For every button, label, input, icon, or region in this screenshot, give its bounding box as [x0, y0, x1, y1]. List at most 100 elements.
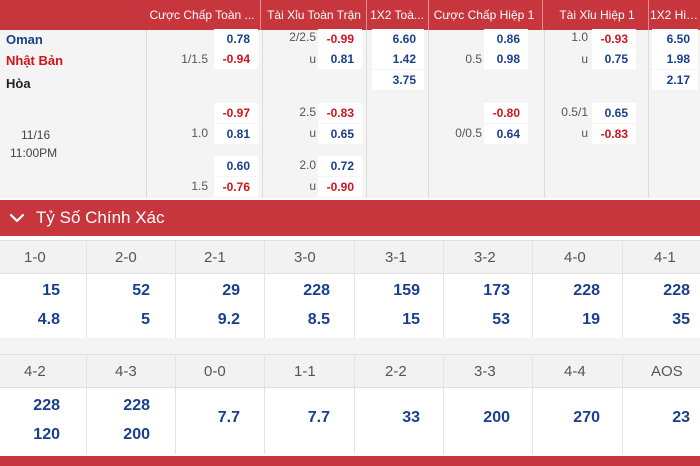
- score-odds-away[interactable]: 4.8: [37, 311, 60, 328]
- col-ft-over-under[interactable]: Tài Xỉu Toàn Trận: [267, 8, 361, 22]
- column-divider: [175, 354, 176, 454]
- h1-ou-line: 1.0: [571, 30, 588, 44]
- score-odds-home[interactable]: 228: [123, 397, 150, 414]
- score-label: 1-1: [294, 363, 316, 380]
- score-label: 3-2: [474, 249, 496, 266]
- col-ft-handicap[interactable]: Cược Chấp Toàn ...: [149, 8, 255, 22]
- column-divider: [428, 30, 429, 198]
- odds-value[interactable]: -0.97: [214, 103, 258, 123]
- score-odds-away[interactable]: 8.5: [307, 311, 330, 328]
- odds-value[interactable]: 0.81: [214, 124, 258, 144]
- ft-ou-line: 2.5: [299, 105, 316, 119]
- col-ft-1x2[interactable]: 1X2 Toà...: [370, 8, 424, 22]
- col-h1-handicap[interactable]: Cược Chấp Hiệp 1: [433, 8, 535, 22]
- column-divider: [532, 240, 533, 340]
- odds-value[interactable]: -0.93: [592, 29, 636, 49]
- score-labels-row: 1-0 2-0 2-1 3-0 3-1 3-2 4-0 4-1: [0, 240, 700, 274]
- score-label: 4-0: [564, 249, 586, 266]
- odds-value[interactable]: -0.90: [318, 177, 362, 197]
- odds-value[interactable]: 0.81: [318, 49, 362, 69]
- odds-value[interactable]: 0.72: [318, 156, 362, 176]
- score-odds-draw[interactable]: 7.7: [307, 409, 330, 426]
- column-divider: [622, 354, 623, 454]
- kickoff-time: 11/16 11:00PM: [10, 126, 57, 162]
- column-divider: [532, 354, 533, 454]
- score-odds-draw[interactable]: 270: [573, 409, 600, 426]
- score-odds-draw[interactable]: 33: [402, 409, 420, 426]
- column-divider: [262, 30, 263, 198]
- ft-hcp-line: 1/1.5: [181, 52, 208, 66]
- correct-score-title: Tỷ Số Chính Xác: [36, 208, 165, 227]
- bottom-bar: [0, 456, 700, 466]
- score-odds-home[interactable]: 228: [573, 282, 600, 299]
- score-odds-home[interactable]: 29: [222, 282, 240, 299]
- header-divider: [542, 0, 543, 30]
- ft-hcp-line: 1.5: [191, 179, 208, 193]
- score-odds-away[interactable]: 200: [123, 426, 150, 443]
- column-divider: [264, 240, 265, 340]
- odds-value[interactable]: 0.64: [484, 124, 528, 144]
- score-odds-away[interactable]: 9.2: [217, 311, 240, 328]
- score-odds-away[interactable]: 5: [141, 311, 150, 328]
- score-label: 4-2: [24, 363, 46, 380]
- score-label: 4-1: [654, 249, 676, 266]
- odds-value[interactable]: -0.99: [318, 29, 362, 49]
- score-odds-away[interactable]: 15: [402, 311, 420, 328]
- draw-label: Hòa: [6, 76, 31, 91]
- odds-value[interactable]: 3.75: [372, 70, 424, 90]
- score-odds-aos[interactable]: 23: [672, 409, 690, 426]
- column-divider: [443, 240, 444, 340]
- score-odds-draw[interactable]: 7.7: [217, 409, 240, 426]
- col-h1-over-under[interactable]: Tài Xỉu Hiệp 1: [559, 8, 635, 22]
- odds-value[interactable]: 0.65: [318, 124, 362, 144]
- score-odds-away[interactable]: 53: [492, 311, 510, 328]
- kickoff-date: 11/16: [21, 128, 51, 142]
- score-odds-home[interactable]: 173: [483, 282, 510, 299]
- odds-value[interactable]: -0.94: [214, 49, 258, 69]
- odds-value[interactable]: 0.75: [592, 49, 636, 69]
- odds-value[interactable]: 6.60: [372, 29, 424, 49]
- odds-value[interactable]: 0.65: [592, 103, 636, 123]
- column-divider: [354, 354, 355, 454]
- score-odds-home[interactable]: 159: [393, 282, 420, 299]
- odds-value[interactable]: 1.42: [372, 49, 424, 69]
- correct-score-header[interactable]: Tỷ Số Chính Xác: [0, 200, 700, 236]
- odds-value[interactable]: 1.98: [652, 49, 698, 69]
- column-divider: [443, 354, 444, 454]
- odds-header: Cược Chấp Toàn ... Tài Xỉu Toàn Trận 1X2…: [0, 0, 700, 30]
- odds-value[interactable]: 2.17: [652, 70, 698, 90]
- score-odds-away[interactable]: 35: [672, 311, 690, 328]
- chevron-down-icon[interactable]: [8, 209, 26, 227]
- score-odds-home[interactable]: 228: [33, 397, 60, 414]
- ft-ou-under: u: [309, 52, 316, 66]
- odds-value[interactable]: 0.78: [214, 29, 258, 49]
- odds-value[interactable]: 6.50: [652, 29, 698, 49]
- section-gap: [0, 338, 700, 356]
- odds-value[interactable]: 0.98: [484, 49, 528, 69]
- kickoff-hour: 11:00PM: [10, 146, 58, 160]
- score-odds-away[interactable]: 19: [582, 311, 600, 328]
- home-team-name: Oman: [6, 32, 43, 47]
- ft-ou-under: u: [309, 179, 316, 193]
- ft-ou-line: 2/2.5: [289, 30, 316, 44]
- header-divider: [260, 0, 261, 30]
- odds-value[interactable]: -0.83: [592, 124, 636, 144]
- score-odds-home[interactable]: 228: [663, 282, 690, 299]
- odds-value[interactable]: 0.60: [214, 156, 258, 176]
- score-odds-away[interactable]: 120: [33, 426, 60, 443]
- column-divider: [264, 354, 265, 454]
- header-divider: [648, 0, 649, 30]
- col-h1-1x2[interactable]: 1X2 Hiệ...: [650, 8, 700, 22]
- odds-value[interactable]: -0.76: [214, 177, 258, 197]
- score-labels-row: 4-2 4-3 0-0 1-1 2-2 3-3 4-4 AOS: [0, 354, 700, 388]
- score-odds-home[interactable]: 15: [42, 282, 60, 299]
- score-odds-home[interactable]: 52: [132, 282, 150, 299]
- odds-value[interactable]: 0.86: [484, 29, 528, 49]
- score-label: 2-1: [204, 249, 226, 266]
- odds-value[interactable]: -0.83: [318, 103, 362, 123]
- score-odds-draw[interactable]: 200: [483, 409, 510, 426]
- column-divider: [86, 354, 87, 454]
- odds-value[interactable]: -0.80: [484, 103, 528, 123]
- score-label: 4-3: [115, 363, 137, 380]
- score-odds-home[interactable]: 228: [303, 282, 330, 299]
